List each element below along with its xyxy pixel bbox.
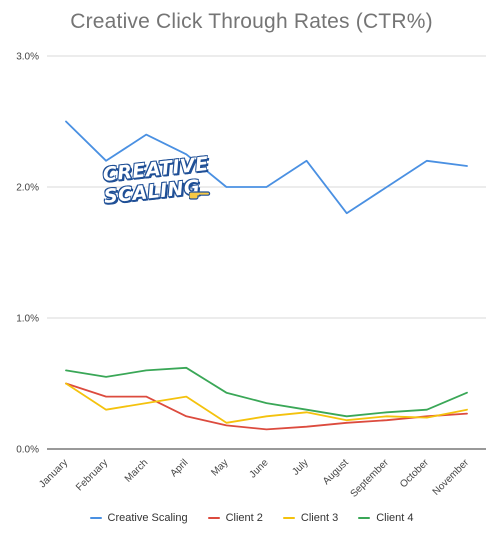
legend-label: Client 2	[225, 512, 263, 524]
x-tick-label: November	[431, 457, 472, 498]
series-line	[65, 120, 468, 215]
x-tick-label: January	[37, 457, 70, 490]
chart-legend: Creative Scaling Client 2 Client 3 Clien…	[0, 512, 503, 524]
y-tick-label: 1.0%	[16, 314, 39, 325]
x-tick-label: June	[248, 457, 271, 480]
x-tick-label: October	[398, 457, 431, 490]
legend-item: Client 2	[207, 512, 263, 524]
x-tick-label: August	[321, 457, 351, 487]
y-tick-label: 2.0%	[16, 183, 39, 194]
legend-label: Client 4	[376, 512, 414, 524]
series-line	[65, 382, 468, 431]
legend-swatch	[89, 517, 102, 519]
x-tick-label: March	[123, 457, 150, 484]
x-tick-label: September	[349, 457, 392, 500]
x-tick-label: July	[290, 457, 310, 477]
series-lines	[65, 120, 468, 431]
x-tick-label: May	[209, 457, 230, 478]
creative-scaling-logo: CREATIVE SCALING	[102, 153, 213, 216]
x-tick-label: February	[74, 457, 110, 493]
legend-swatch	[207, 517, 220, 519]
legend-swatch	[282, 517, 295, 519]
series-line	[65, 382, 468, 424]
legend-label: Client 3	[300, 512, 339, 524]
legend-item: Creative Scaling	[89, 512, 188, 524]
x-tick-label: April	[168, 457, 190, 479]
x-axis: January February March April May June July Augu…	[37, 457, 471, 500]
series-line	[65, 366, 468, 418]
pointing-hand-icon	[189, 191, 211, 200]
legend-item: Client 3	[282, 512, 339, 524]
y-axis: 0.0% 1.0% 2.0% 3.0%	[16, 52, 39, 456]
legend-swatch	[358, 517, 371, 519]
y-tick-label: 3.0%	[16, 52, 39, 63]
gridlines	[47, 55, 486, 450]
legend-item: Client 4	[358, 512, 413, 524]
y-tick-label: 0.0%	[16, 445, 39, 456]
chart-title: Creative Click Through Rates (CTR%)	[70, 10, 433, 33]
legend-label: Creative Scaling	[107, 512, 188, 524]
